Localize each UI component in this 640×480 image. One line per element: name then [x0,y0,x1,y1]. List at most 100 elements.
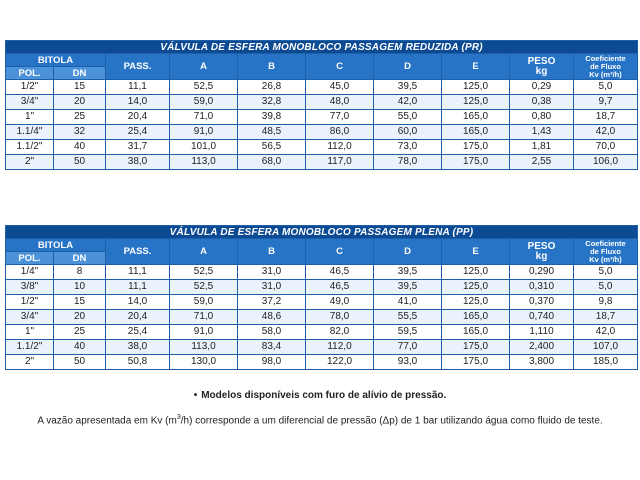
cell-b: 58,0 [237,324,306,340]
cell-peso: 3,800 [509,354,574,370]
note-models-text: Modelos disponíveis com furo de alívio d… [201,390,447,401]
header-pol: POL. [5,66,54,80]
cell-peso: 1,110 [509,324,574,340]
cell-pass: 31,7 [105,139,170,155]
cell-kv: 5,0 [573,279,638,295]
header-kv-line3: Kv (m³/h) [589,254,622,264]
cell-pass: 11,1 [105,79,170,95]
cell-dn: 20 [53,309,106,325]
table-row: 3/4" 20 14,0 59,0 32,8 48,0 42,0 125,0 0,38 9,7 [5,94,639,110]
cell-dn: 25 [53,324,106,340]
header-dn: DN [53,251,106,265]
cell-a: 52,5 [169,79,238,95]
cell-e: 175,0 [441,139,510,155]
table-row: 1/2" 15 11,1 52,5 26,8 45,0 39,5 125,0 0,29 5,0 [5,79,639,95]
header-kv-line3: Kv (m³/h) [589,69,622,79]
cell-e: 125,0 [441,79,510,95]
cell-pol: 1.1/4" [5,124,54,140]
cell-b: 31,0 [237,279,306,295]
cell-dn: 15 [53,79,106,95]
header-b: B [237,238,306,265]
cell-pass: 14,0 [105,294,170,310]
cell-pol: 1" [5,324,54,340]
header-bitola: BITOLA [5,238,106,252]
cell-b: 83,4 [237,339,306,355]
cell-a: 101,0 [169,139,238,155]
cell-kv: 9,8 [573,294,638,310]
cell-peso: 0,80 [509,109,574,125]
header-b: B [237,53,306,80]
cell-peso: 2,55 [509,154,574,170]
cell-b: 68,0 [237,154,306,170]
cell-b: 32,8 [237,94,306,110]
cell-peso: 0,740 [509,309,574,325]
header-pass: PASS. [105,238,170,265]
cell-kv: 106,0 [572,154,639,170]
cell-c: 46,5 [305,279,374,295]
cell-pass: 38,0 [105,154,170,170]
header-peso: PESO kg [509,238,574,265]
cell-a: 59,0 [169,94,238,110]
cell-d: 60,0 [373,124,442,140]
cell-dn: 40 [53,139,106,155]
cell-b: 56,5 [237,139,306,155]
table-title: VÁLVULA DE ESFERA MONOBLOCO PASSAGEM PLE… [5,225,638,239]
cell-pol: 1" [5,109,54,125]
cell-pass: 25,4 [105,124,170,140]
cell-c: 86,0 [305,124,374,140]
cell-c: 77,0 [305,109,374,125]
cell-peso: 1,43 [509,124,574,140]
table-passagem-plena: VÁLVULA DE ESFERA MONOBLOCO PASSAGEM PLE… [5,225,638,370]
cell-e: 125,0 [441,94,510,110]
cell-e: 175,0 [441,154,510,170]
header-bitola: BITOLA [5,53,106,67]
cell-b: 39,8 [237,109,306,125]
cell-d: 78,0 [373,154,442,170]
cell-peso: 2,400 [509,339,574,355]
cell-kv: 5,0 [572,79,639,95]
cell-c: 46,5 [305,264,374,280]
cell-pol: 1.1/2" [5,339,54,355]
header-d: D [373,238,442,265]
cell-e: 175,0 [441,354,510,370]
header-peso-label: PESO [527,240,556,252]
cell-pass: 14,0 [105,94,170,110]
table-row: 2" 50 38,0 113,0 68,0 117,0 78,0 175,0 2,55 106,0 [5,154,639,170]
cell-b: 48,6 [237,309,306,325]
bullet-icon: • [193,390,198,401]
header-pol: POL. [5,251,54,265]
cell-c: 78,0 [305,309,374,325]
note-kv: A vazão apresentada em Kv (m3/h) corresp… [0,414,640,426]
cell-b: 31,0 [237,264,306,280]
cell-pol: 3/8" [5,279,54,295]
cell-d: 42,0 [373,94,442,110]
cell-d: 39,5 [373,79,442,95]
cell-a: 71,0 [169,309,238,325]
cell-c: 82,0 [305,324,374,340]
cell-pol: 1/4" [5,264,54,280]
header-kv-line2: de Fluxo [590,61,621,71]
cell-kv: 70,0 [572,139,639,155]
cell-dn: 20 [53,94,106,110]
note-kv-text-before: A vazão apresentada em Kv (m [37,415,177,427]
cell-a: 52,5 [169,279,238,295]
cell-e: 125,0 [441,279,510,295]
table-passagem-reduzida: VÁLVULA DE ESFERA MONOBLOCO PASSAGEM RED… [4,40,639,170]
note-models: • Modelos disponíveis com furo de alívio … [0,390,640,401]
cell-a: 91,0 [169,124,238,140]
cell-peso: 1,81 [509,139,574,155]
header-kv-line1: Coeficiente [585,238,626,248]
cell-pol: 3/4" [5,94,54,110]
cell-pol: 3/4" [5,309,54,325]
header-kv: Coeficiente de Fluxo Kv (m³/h) [573,238,638,265]
cell-d: 55,5 [373,309,442,325]
cell-d: 39,5 [373,279,442,295]
table-row: 1.1/2" 40 31,7 101,0 56,5 112,0 73,0 175,0 1,81 7… [5,139,639,155]
cell-kv: 18,7 [573,309,638,325]
cell-pass: 38,0 [105,339,170,355]
cell-pol: 1.1/2" [5,139,54,155]
cell-a: 71,0 [169,109,238,125]
header-kv-line2: de Fluxo [590,246,621,256]
cell-e: 175,0 [441,339,510,355]
header-kv: Coeficiente de Fluxo Kv (m³/h) [572,53,639,80]
